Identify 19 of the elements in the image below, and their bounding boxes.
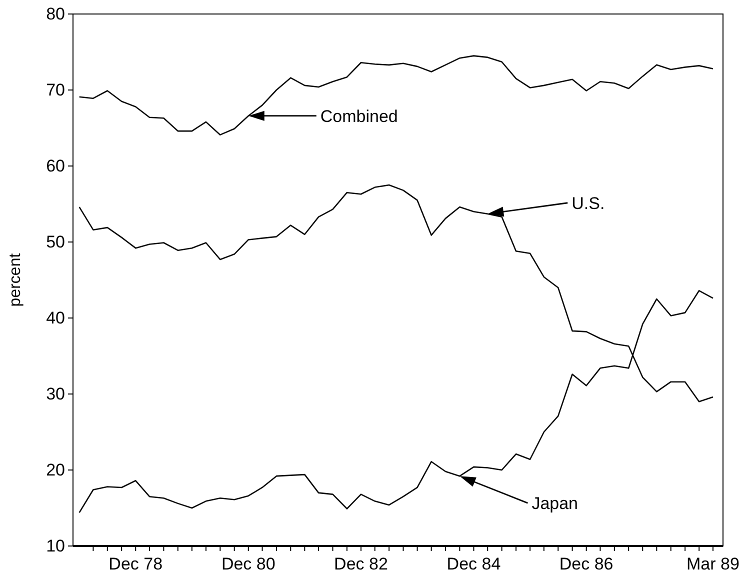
y-tick-label: 60 <box>46 156 65 176</box>
x-tick-label: Mar 89 <box>686 554 740 574</box>
y-tick-label: 30 <box>46 384 65 404</box>
legend-label: Combined <box>320 106 398 126</box>
y-tick-label: 80 <box>46 4 65 24</box>
x-tick-label: Dec 86 <box>559 554 614 574</box>
line-series <box>78 55 714 136</box>
x-tick-label: Dec 84 <box>446 554 501 574</box>
y-tick-label: 50 <box>46 232 65 252</box>
x-tick-label: Dec 78 <box>108 554 163 574</box>
x-tick-label: Dec 80 <box>221 554 276 574</box>
y-tick-label: 10 <box>46 536 65 556</box>
y-tick-label: 70 <box>46 80 65 100</box>
legend-label: U.S. <box>572 194 605 213</box>
x-tick-label: Dec 82 <box>334 554 388 574</box>
y-tick-label: 20 <box>46 460 65 480</box>
y-axis-title: percent <box>7 252 24 307</box>
text: Japan <box>532 494 578 514</box>
y-tick-label: 40 <box>46 308 65 328</box>
